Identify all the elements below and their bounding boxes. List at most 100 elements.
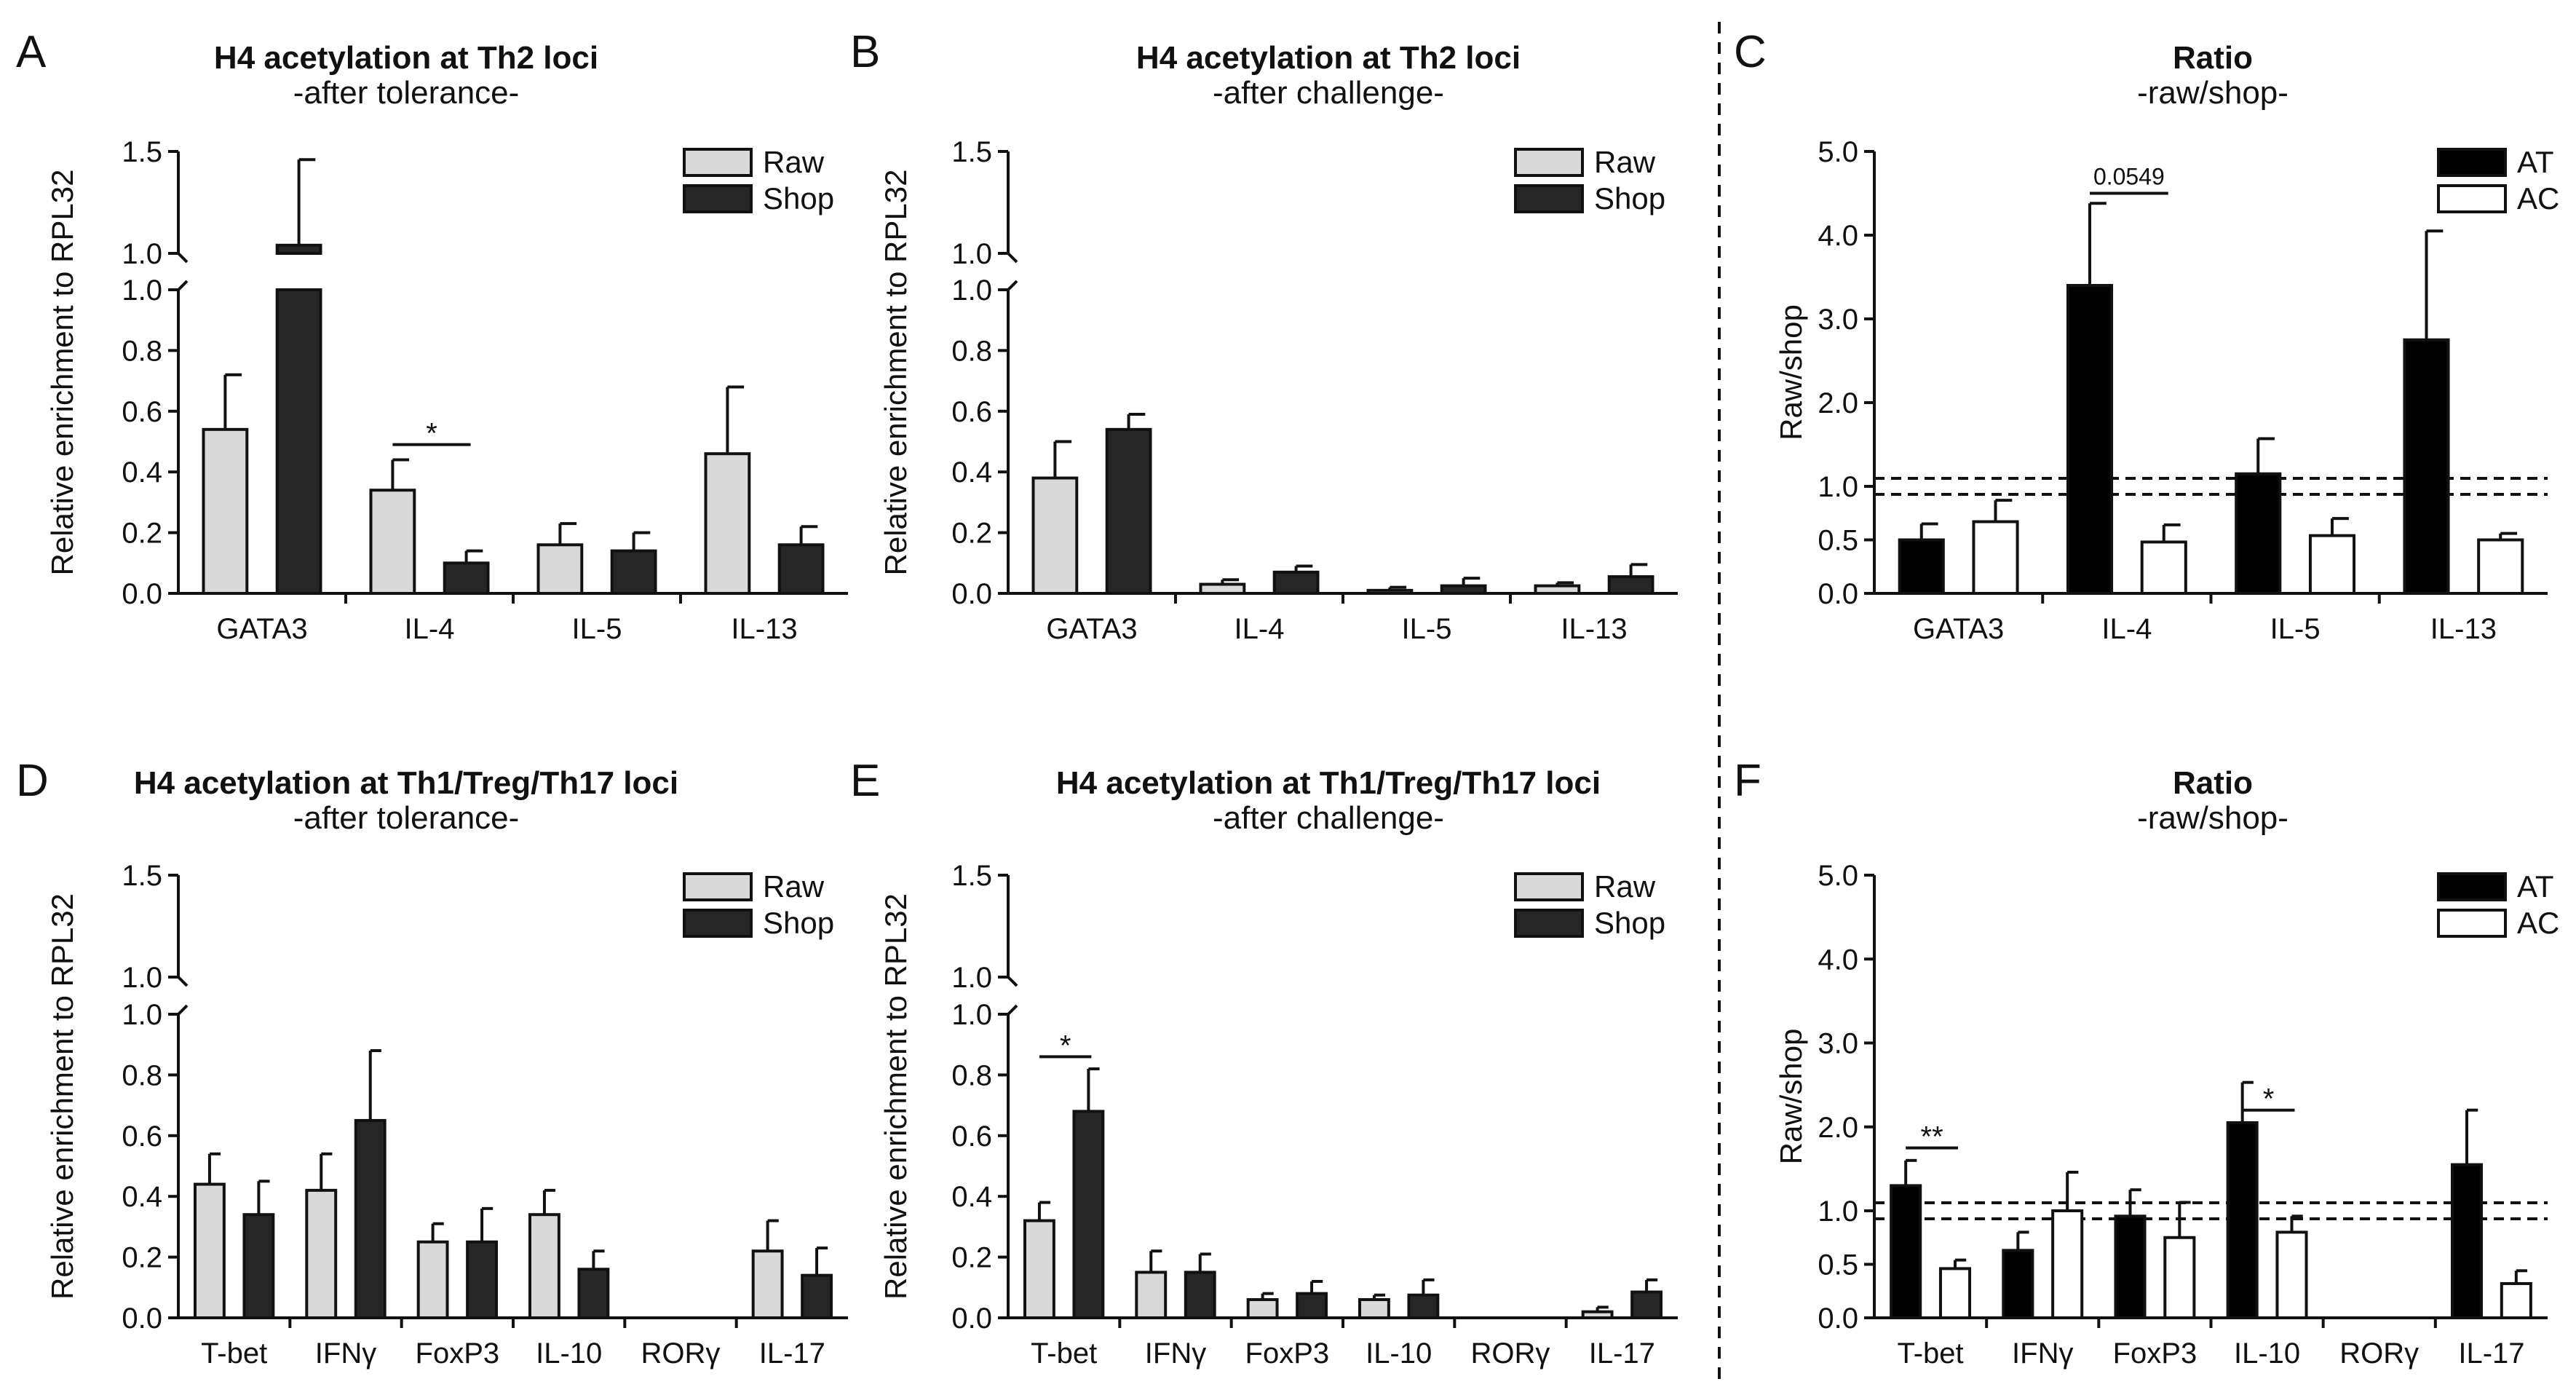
bar (751, 1249, 784, 1320)
panel-letter: C (1734, 27, 1767, 77)
bar (194, 1182, 226, 1320)
bar (1898, 538, 1945, 595)
bar (369, 489, 416, 595)
significance-label: * (1060, 1030, 1071, 1062)
y-tick-label: 0.0 (951, 578, 992, 610)
legend-label: AT (2517, 869, 2554, 904)
y-tick-label: 2.0 (1818, 387, 1858, 419)
chart-subtitle: -after challenge- (1213, 75, 1444, 111)
x-tick-label: IL-13 (731, 613, 797, 645)
panel-c: C Ratio-raw/shop- Raw/shop 0.0 0.5 1.0 2.0 3.0 4… (1734, 27, 2559, 645)
x-tick-label: IFNγ (1145, 1337, 1206, 1370)
chart-subtitle: -after challenge- (1213, 800, 1444, 836)
chart-title: Ratio (2173, 40, 2253, 76)
y-axis-label: Relative enrichment to RPL32 (45, 893, 79, 1300)
bar (1135, 1270, 1168, 1319)
x-tick-label: IL-5 (2270, 613, 2321, 645)
bar (2140, 540, 2187, 595)
bar (2450, 1163, 2484, 1320)
bar (1630, 1290, 1662, 1320)
bar (305, 1188, 338, 1319)
legend-label: Shop (1594, 181, 1665, 216)
x-tick-label: GATA3 (1913, 613, 2004, 645)
y-tick-label: 1.0 (951, 999, 992, 1031)
bar (704, 452, 751, 595)
x-tick-label: FoxP3 (2113, 1337, 2197, 1370)
y-axis-label: Relative enrichment to RPL32 (45, 170, 79, 576)
bar (2114, 1214, 2147, 1319)
chart-title: H4 acetylation at Th1/Treg/Th17 loci (134, 765, 678, 801)
bar (242, 1213, 275, 1319)
legend-swatch (683, 184, 753, 213)
bar (1184, 1270, 1216, 1319)
y-tick-label: 3.0 (1818, 1028, 1858, 1060)
bar (1296, 1292, 1328, 1320)
bar (1031, 476, 1079, 595)
axis-break-mark (177, 280, 189, 291)
y-tick-label: 0.2 (122, 518, 162, 550)
x-tick-label: GATA3 (216, 613, 307, 645)
chart-subtitle: -raw/shop- (2137, 800, 2288, 836)
bar (577, 1268, 610, 1320)
bar (1272, 570, 1320, 595)
legend-swatch (2437, 148, 2507, 177)
x-tick-label: FoxP3 (416, 1337, 500, 1370)
chart-title: H4 acetylation at Th2 loci (1136, 40, 1521, 76)
y-tick-label: 1.0 (122, 999, 162, 1031)
bar (2500, 1281, 2532, 1319)
legend-label: Raw (763, 145, 825, 179)
bar (2403, 338, 2450, 595)
legend-swatch (1514, 909, 1584, 938)
x-tick-label: IFNγ (2012, 1337, 2073, 1370)
panel-letter: E (850, 756, 880, 806)
y-tick-label: 1.0 (951, 274, 992, 307)
y-axis-label: Relative enrichment to RPL32 (879, 893, 913, 1300)
y-tick-label: 0.6 (122, 396, 162, 428)
panel-a: A H4 acetylation at Th2 loci-after tolera… (16, 27, 848, 645)
x-tick-label: T-bet (1031, 1337, 1097, 1370)
bar (1890, 1184, 1922, 1320)
axis-break-mark (1007, 280, 1018, 291)
bar (1199, 582, 1246, 595)
y-tick-label: 0.4 (122, 457, 162, 489)
legend-label: Raw (1594, 145, 1656, 179)
bar (777, 543, 825, 596)
bar (528, 1213, 560, 1319)
y-tick-label: 0.5 (1818, 525, 1858, 557)
bar (443, 561, 490, 595)
y-axis-label: Relative enrichment to RPL32 (879, 170, 913, 576)
y-tick-label: 3.0 (1818, 304, 1858, 336)
y-tick-label: 0.2 (951, 518, 992, 550)
bar (1607, 575, 1654, 596)
x-tick-label: IL-4 (1235, 613, 1285, 645)
chart-title: Ratio (2173, 765, 2253, 801)
legend-label: AC (2517, 181, 2559, 216)
panel-letter: D (16, 756, 49, 806)
legend-label: AT (2517, 145, 2554, 179)
axis-break-mark (1007, 976, 1018, 987)
bar (416, 1240, 449, 1319)
bar (536, 543, 584, 596)
y-tick-label: 5.0 (1818, 136, 1858, 168)
bar (1358, 1297, 1390, 1319)
bar (275, 288, 322, 595)
y-tick-label: 4.0 (1818, 944, 1858, 976)
axis-break-mark (177, 252, 189, 264)
y-tick-label: 0.0 (1818, 1303, 1858, 1335)
bar (2235, 472, 2282, 595)
panels: A H4 acetylation at Th2 loci-after tolera… (16, 27, 2559, 1370)
y-tick-label: 5.0 (1818, 860, 1858, 892)
x-tick-label: IL-13 (1561, 613, 1627, 645)
legend-swatch (683, 909, 753, 938)
x-tick-label: IL-5 (572, 613, 622, 645)
legend-swatch (1514, 184, 1584, 213)
y-tick-label: 1.5 (122, 860, 162, 892)
x-tick-label: IL-4 (2101, 613, 2152, 645)
axis-break-mark (1007, 252, 1018, 264)
axis-break-mark (1007, 1004, 1018, 1016)
x-tick-label: IL-4 (405, 613, 455, 645)
y-tick-label: 0.0 (951, 1303, 992, 1335)
chart-subtitle: -after tolerance- (293, 75, 520, 111)
x-tick-label: RORγ (2339, 1337, 2419, 1370)
